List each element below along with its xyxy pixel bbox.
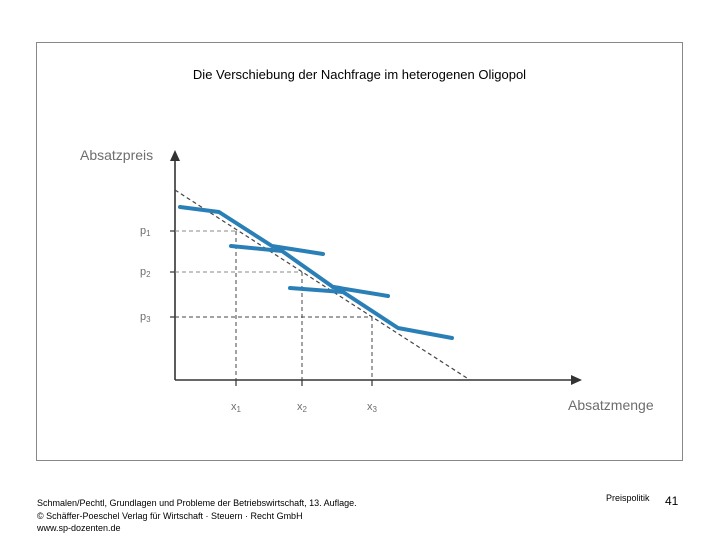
demand-curve-3 (288, 286, 454, 340)
page-number: 41 (665, 494, 679, 508)
section-label: Preispolitik (606, 493, 650, 503)
x-axis-arrow (571, 375, 582, 385)
label-p2: p2 (140, 266, 151, 279)
dashed-demand-line (174, 189, 471, 381)
label-x2: x2 (297, 401, 308, 414)
demand-curve-2-tail (331, 285, 390, 298)
x-axis-label: Absatzmenge (568, 397, 654, 413)
y-axis-label: Absatzpreis (80, 147, 153, 163)
footer-citation: Schmalen/Pechtl, Grundlagen und Probleme… (37, 498, 357, 508)
y-axis-arrow (170, 150, 180, 161)
label-p1: p1 (140, 225, 151, 238)
slide-frame: Die Verschiebung der Nachfrage im hetero… (36, 42, 683, 461)
label-p3: p3 (140, 311, 151, 324)
label-x1: x1 (231, 401, 242, 414)
label-x3: x3 (367, 401, 378, 414)
footer-copyright: © Schäffer-Poeschel Verlag für Wirtschaf… (37, 510, 303, 521)
footer-url: www.sp-dozenten.de (37, 523, 121, 533)
source-footer: Schmalen/Pechtl, Grundlagen und Probleme… (37, 497, 357, 535)
slide-title: Die Verschiebung der Nachfrage im hetero… (192, 67, 527, 82)
demand-curve-1 (178, 205, 325, 256)
